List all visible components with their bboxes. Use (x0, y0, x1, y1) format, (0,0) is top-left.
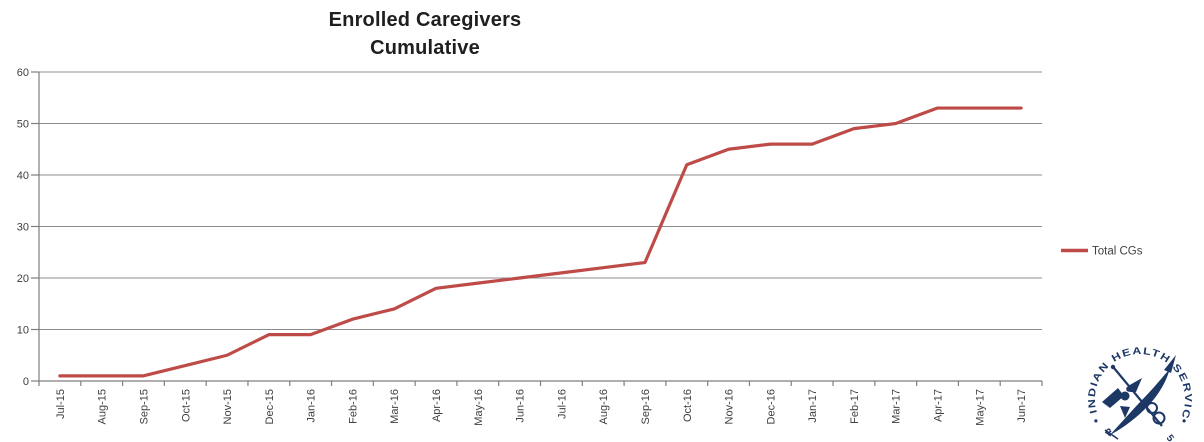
snake-coil-upper (1146, 402, 1158, 414)
snake-coil-lower (1152, 411, 1166, 425)
x-tick-label: Feb-17 (849, 389, 861, 424)
x-tick-label: Oct-15 (180, 389, 192, 422)
x-tick-label: Oct-16 (682, 389, 694, 422)
y-tick-label: 0 (23, 376, 29, 388)
x-tick-label: Sep-15 (138, 389, 150, 424)
feather-shaft (1109, 368, 1170, 435)
x-tick-label: Jun-16 (515, 389, 527, 423)
y-tick-label: 20 (17, 273, 29, 285)
quill-cross-line (1104, 429, 1119, 440)
x-tick-label: Jul-15 (55, 389, 67, 419)
chart-title-line2: Cumulative (370, 37, 480, 59)
eagle-left-wing (1102, 388, 1124, 408)
chart-title: Enrolled Caregivers Cumulative (0, 6, 850, 62)
x-tick-label: Apr-17 (933, 389, 945, 422)
eagle-body (1120, 391, 1130, 401)
x-tick-label: Apr-16 (431, 389, 443, 422)
x-tick-label: Aug-16 (598, 389, 610, 424)
x-tick-label: Feb-16 (347, 389, 359, 424)
x-tick-label: Mar-17 (891, 389, 903, 424)
eagle-head (1126, 386, 1132, 392)
x-tick-label: Dec-15 (264, 389, 276, 424)
x-tick-label: Jan-17 (807, 389, 819, 423)
logo-bottom-fragment-right: 5 (1164, 433, 1176, 442)
eagle-tail (1120, 406, 1130, 418)
y-tick-label: 50 (17, 119, 29, 131)
chart-title-line1: Enrolled Caregivers (328, 9, 522, 31)
x-tick-label: May-16 (473, 389, 485, 426)
arrowhead-icon (1164, 355, 1176, 373)
indian-health-service-logo: INDIAN HEALTH SERVICE R 5 (1080, 344, 1192, 442)
y-tick-label: 10 (17, 325, 29, 337)
caduceus-pommel (1110, 364, 1116, 370)
logo-left-dot (1094, 419, 1098, 423)
x-tick-label: Sep-16 (640, 389, 652, 424)
logo-emblem (1102, 355, 1176, 440)
x-tick-label: Jul-16 (556, 389, 568, 419)
y-tick-label: 60 (17, 67, 29, 79)
x-tick-label: May-17 (974, 389, 986, 426)
x-tick-label: Jan-16 (306, 389, 318, 423)
x-tick-label: Dec-16 (765, 389, 777, 424)
x-tick-label: Aug-15 (97, 389, 109, 424)
x-tick-label: Mar-16 (389, 389, 401, 424)
legend-label: Total CGs (1092, 246, 1143, 258)
y-tick-label: 30 (17, 222, 29, 234)
logo-right-dot (1182, 419, 1186, 423)
series-line-total-cgs (58, 106, 1023, 378)
x-tick-label: Nov-15 (222, 389, 234, 424)
x-tick-label: Nov-16 (724, 389, 736, 424)
y-tick-label: 40 (17, 170, 29, 182)
x-tick-label: Jun-17 (1016, 389, 1028, 423)
